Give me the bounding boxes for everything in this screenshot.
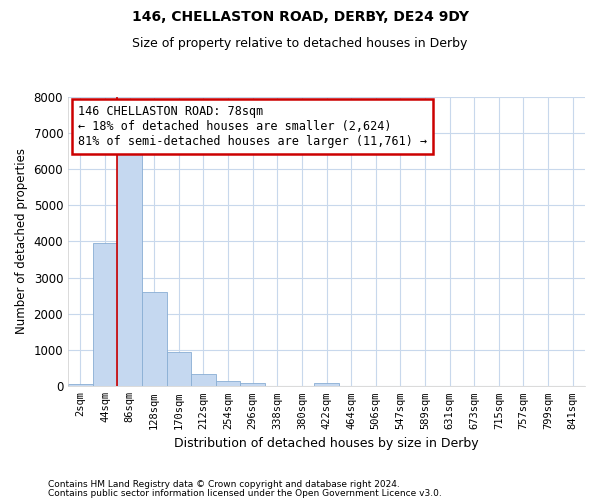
- X-axis label: Distribution of detached houses by size in Derby: Distribution of detached houses by size …: [174, 437, 479, 450]
- Bar: [314, 383, 339, 386]
- Bar: [241, 383, 265, 386]
- Bar: [68, 384, 92, 386]
- Bar: [167, 352, 191, 386]
- Y-axis label: Number of detached properties: Number of detached properties: [15, 148, 28, 334]
- Text: Contains HM Land Registry data © Crown copyright and database right 2024.: Contains HM Land Registry data © Crown c…: [48, 480, 400, 489]
- Bar: [142, 292, 167, 386]
- Text: Size of property relative to detached houses in Derby: Size of property relative to detached ho…: [133, 38, 467, 51]
- Bar: [216, 381, 241, 386]
- Bar: [191, 374, 216, 386]
- Text: 146 CHELLASTON ROAD: 78sqm
← 18% of detached houses are smaller (2,624)
81% of s: 146 CHELLASTON ROAD: 78sqm ← 18% of deta…: [79, 105, 428, 148]
- Text: 146, CHELLASTON ROAD, DERBY, DE24 9DY: 146, CHELLASTON ROAD, DERBY, DE24 9DY: [131, 10, 469, 24]
- Bar: [117, 149, 142, 386]
- Text: Contains public sector information licensed under the Open Government Licence v3: Contains public sector information licen…: [48, 488, 442, 498]
- Bar: [92, 243, 117, 386]
